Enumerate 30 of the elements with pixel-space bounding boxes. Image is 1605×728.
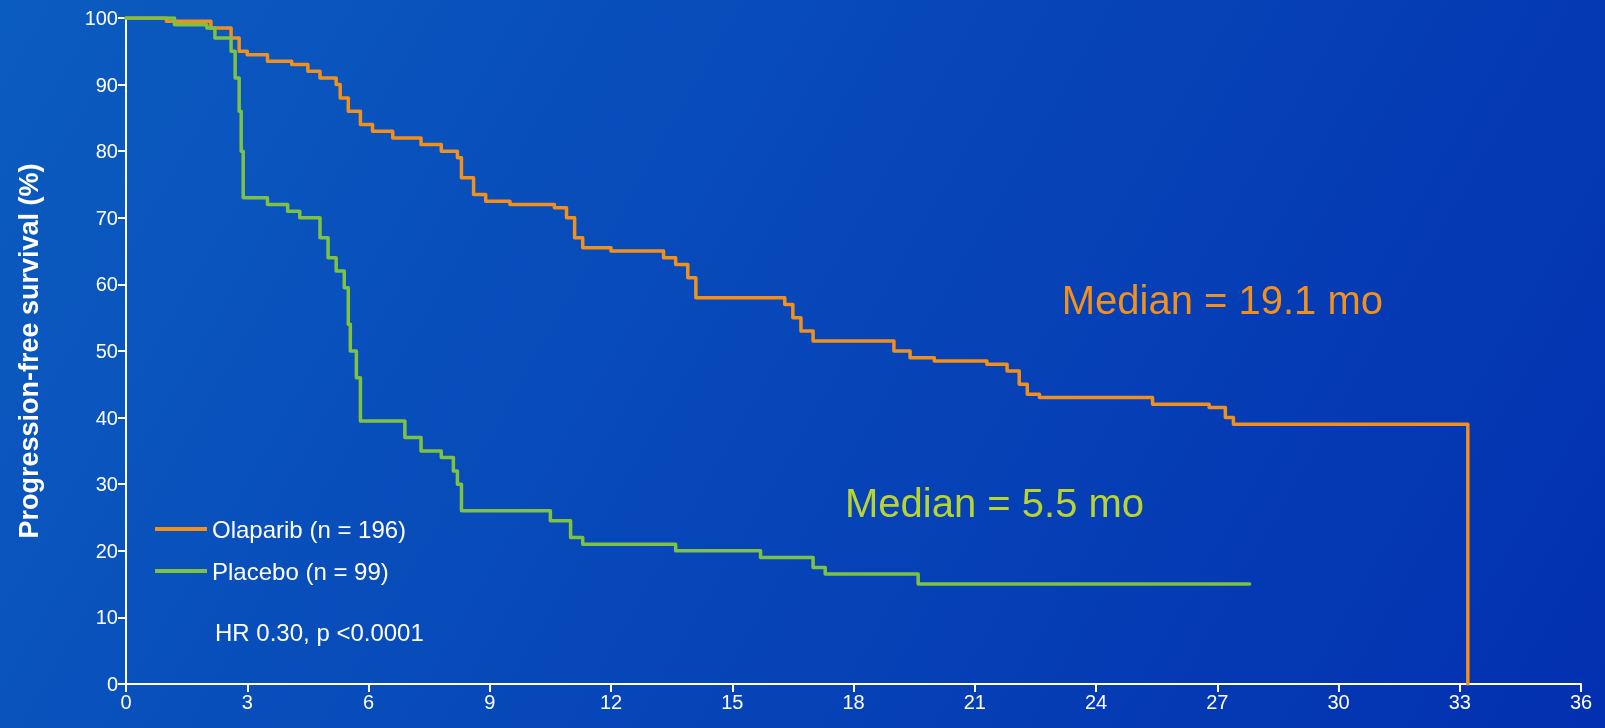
x-tick-label: 33 — [1448, 691, 1471, 713]
y-axis-title: Progression-free survival (%) — [13, 163, 44, 539]
x-tick-label: 3 — [241, 691, 253, 713]
y-tick-label: 0 — [106, 673, 118, 695]
y-tick-label: 20 — [95, 539, 118, 562]
annotation: Median = 5.5 mo — [845, 481, 1145, 525]
legend-label: Placebo (n = 99) — [212, 557, 389, 585]
x-tick-label: 12 — [599, 691, 623, 713]
y-tick-label: 60 — [95, 273, 118, 296]
x-tick-label: 36 — [1569, 691, 1593, 713]
y-tick-label: 100 — [84, 7, 118, 29]
x-tick-label: 21 — [963, 691, 986, 713]
y-tick-label: 80 — [95, 140, 118, 163]
y-tick-label: 10 — [95, 606, 118, 629]
y-tick-label: 90 — [95, 73, 118, 96]
x-tick-label: 18 — [842, 691, 865, 713]
y-tick-label: 40 — [95, 406, 118, 429]
x-tick-label: 27 — [1206, 691, 1229, 713]
y-tick-label: 70 — [95, 206, 118, 229]
x-tick-label: 24 — [1084, 691, 1108, 713]
annotation: Median = 19.1 mo — [1061, 278, 1383, 322]
y-tick-label: 50 — [95, 340, 118, 362]
x-tick-label: 9 — [484, 691, 496, 713]
x-tick-label: 15 — [721, 691, 744, 713]
annotation: HR 0.30, p <0.0001 — [215, 618, 424, 646]
x-tick-label: 0 — [120, 691, 132, 713]
x-tick-label: 30 — [1327, 691, 1350, 713]
legend-label: Olaparib (n = 196) — [212, 515, 407, 543]
x-tick-label: 6 — [362, 691, 375, 713]
y-tick-label: 30 — [95, 473, 118, 496]
